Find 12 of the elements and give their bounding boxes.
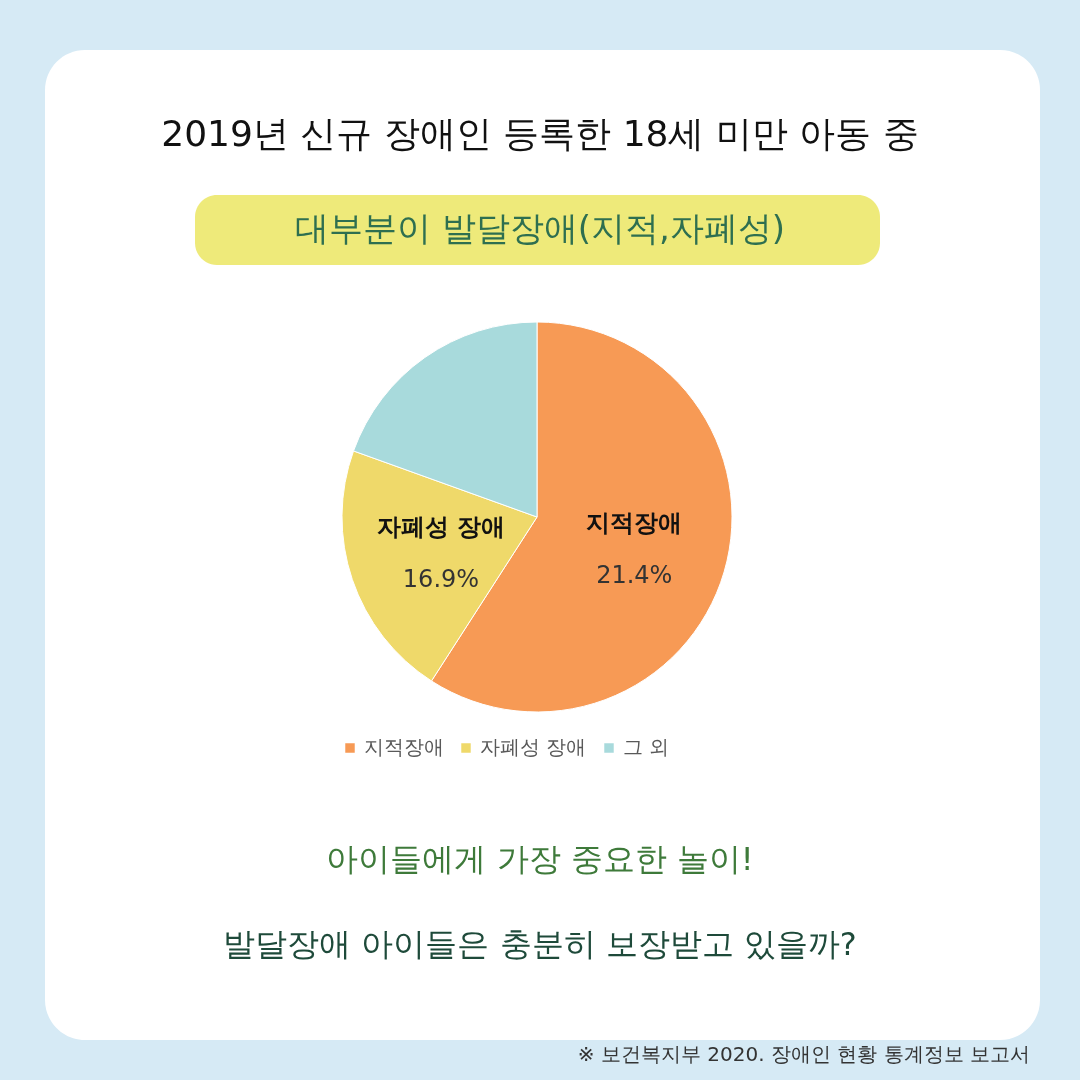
chart-subtitle: 대부분이 발달장애(지적,자폐성) bbox=[294, 208, 786, 248]
legend-label: 자폐성 장애 bbox=[480, 735, 587, 759]
text: 아이들에게 가장 중요한 놀이! bbox=[326, 840, 754, 878]
text: 21.4% bbox=[596, 560, 673, 589]
text: 발달장애 아이들은 충분히 보장받고 있을까? bbox=[223, 925, 857, 963]
legend-label: 지적장애 bbox=[364, 735, 444, 759]
text: ※ 보건복지부 2020. 장애인 현황 통계정보 보고서 bbox=[577, 1042, 1030, 1066]
chart-title: 2019년 신규 장애인 등록한 18세 미만 아동 중 bbox=[161, 113, 919, 154]
text: 16.9% bbox=[402, 564, 480, 593]
legend-label: 그 외 bbox=[623, 735, 670, 759]
slice-label: 자폐성 장애 bbox=[376, 512, 506, 541]
slice-label: 지적장애 bbox=[586, 508, 683, 537]
